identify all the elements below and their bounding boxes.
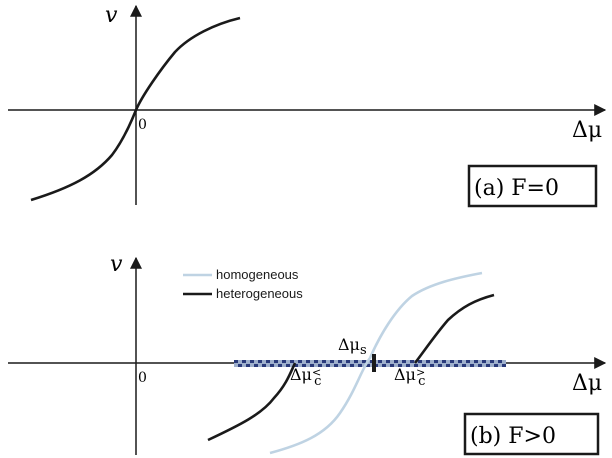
panel-b-coexistence-band [234, 360, 506, 367]
annotation-delta-mu-c-gt: Δμ> c [394, 365, 425, 389]
panel-b-x-axis-label: Δμ [572, 371, 602, 396]
panel-a: v 0 Δμ (a) F=0 [8, 3, 607, 208]
panel-a-velocity-curve [30, 16, 241, 202]
annotation-delta-mu-c-lt: Δμ< c [290, 365, 321, 389]
panel-b-y-axis-label: v [110, 252, 123, 277]
panel-a-origin-label: 0 [138, 117, 147, 133]
legend-heterogeneous-label: heterogeneous [216, 286, 303, 301]
panel-b-label-box [463, 412, 600, 456]
annotation-delta-mu-s: Δμs [338, 335, 367, 358]
legend-homogeneous-label: homogeneous [216, 267, 299, 282]
panel-a-x-axis-label: Δμ [572, 118, 602, 143]
panel-b-heterogeneous-curve-upper [413, 293, 495, 364]
panel-a-y-axis-label: v [105, 3, 118, 28]
panel-b-heterogeneous-curve [207, 362, 297, 442]
panel-a-label-box [467, 164, 598, 208]
panel-b-label: (b) F>0 [470, 424, 556, 449]
panel-b-homogeneous-curve [269, 271, 483, 455]
panel-b-origin-label: 0 [138, 370, 147, 386]
panel-a-label: (a) F=0 [474, 176, 559, 201]
panel-b: homogeneous heterogeneous v 0 Δμ Δμs Δμ<… [8, 252, 607, 456]
